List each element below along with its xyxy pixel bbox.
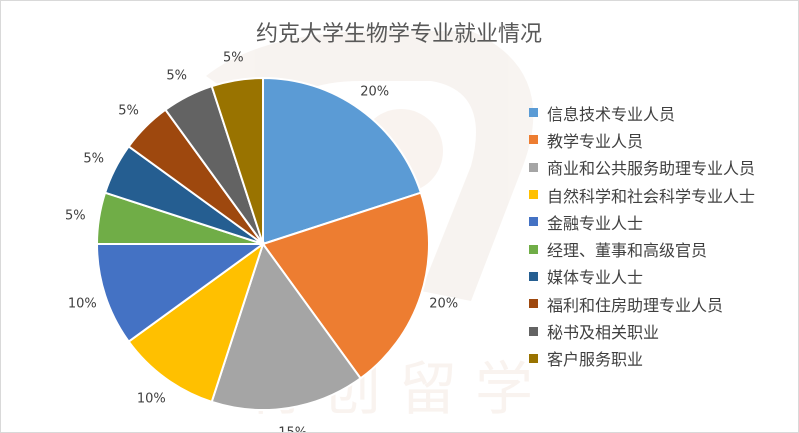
legend-label: 福利和住房助理专业人员 — [547, 295, 724, 315]
legend-swatch — [529, 217, 538, 227]
data-label: 5% — [65, 208, 86, 223]
legend-swatch — [529, 108, 538, 118]
legend-label: 金融专业人士 — [547, 213, 644, 233]
legend-item: 客户服务职业 — [529, 345, 791, 372]
legend-swatch — [529, 353, 538, 363]
legend-swatch — [529, 299, 538, 309]
data-label: 5% — [83, 152, 104, 167]
legend-swatch — [529, 326, 538, 336]
legend-swatch — [529, 271, 538, 281]
legend-swatch — [529, 190, 538, 200]
legend-item: 金融专业人士 — [529, 208, 791, 235]
pie-slice — [127, 241, 265, 404]
legend-item: 教学专业人员 — [529, 126, 791, 153]
data-label: 5% — [223, 50, 244, 65]
legend-item: 自然科学和社会科学专业人士 — [529, 181, 791, 208]
pie-slice — [262, 76, 423, 246]
legend-label: 媒体专业人士 — [547, 268, 644, 288]
legend-item: 媒体专业人士 — [529, 263, 791, 290]
data-label: 10% — [68, 297, 97, 312]
legend-item: 经理、董事和高级官员 — [529, 235, 791, 262]
legend-label: 客户服务职业 — [547, 350, 644, 370]
legend-item: 秘书及相关职业 — [529, 317, 791, 344]
legend-item: 信息技术专业人员 — [529, 99, 791, 126]
pie-slice — [210, 76, 264, 245]
legend-swatch — [529, 135, 538, 145]
legend-label: 秘书及相关职业 — [547, 323, 660, 343]
legend-item: 福利和住房助理专业人员 — [529, 290, 791, 317]
legend-label: 商业和公共服务助理专业人员 — [547, 159, 756, 179]
legend: 信息技术专业人员 教学专业人员商业和公共服务助理专业人员 自然科学和社会科学专业人士… — [529, 99, 791, 372]
legend-swatch — [529, 244, 538, 254]
data-label: 5% — [166, 69, 187, 84]
legend-label: 自然科学和社会科学专业人士 — [547, 186, 756, 206]
pie-slice — [261, 191, 430, 380]
pie-slices — [95, 76, 430, 411]
data-label: 10% — [137, 392, 166, 407]
data-label: 5% — [118, 104, 139, 119]
legend-label: 经理、董事和高级官员 — [547, 241, 708, 261]
legend-swatch — [529, 162, 538, 172]
data-label: 15% — [278, 426, 307, 432]
legend-label: 教学专业人员 — [547, 131, 644, 151]
legend-label: 信息技术专业人员 — [547, 104, 676, 124]
data-label: 20% — [360, 84, 389, 99]
pie-slice — [210, 241, 362, 411]
data-label: 20% — [429, 297, 458, 312]
legend-item: 商业和公共服务助理专业人员 — [529, 154, 791, 181]
pie-slice — [95, 243, 267, 343]
data-labels: 20% 20% 15% 10% 10% 5% 5% 5% 5% 5% — [65, 50, 458, 432]
chart-title: 约克大学生物学专业就业情况 — [256, 22, 542, 47]
